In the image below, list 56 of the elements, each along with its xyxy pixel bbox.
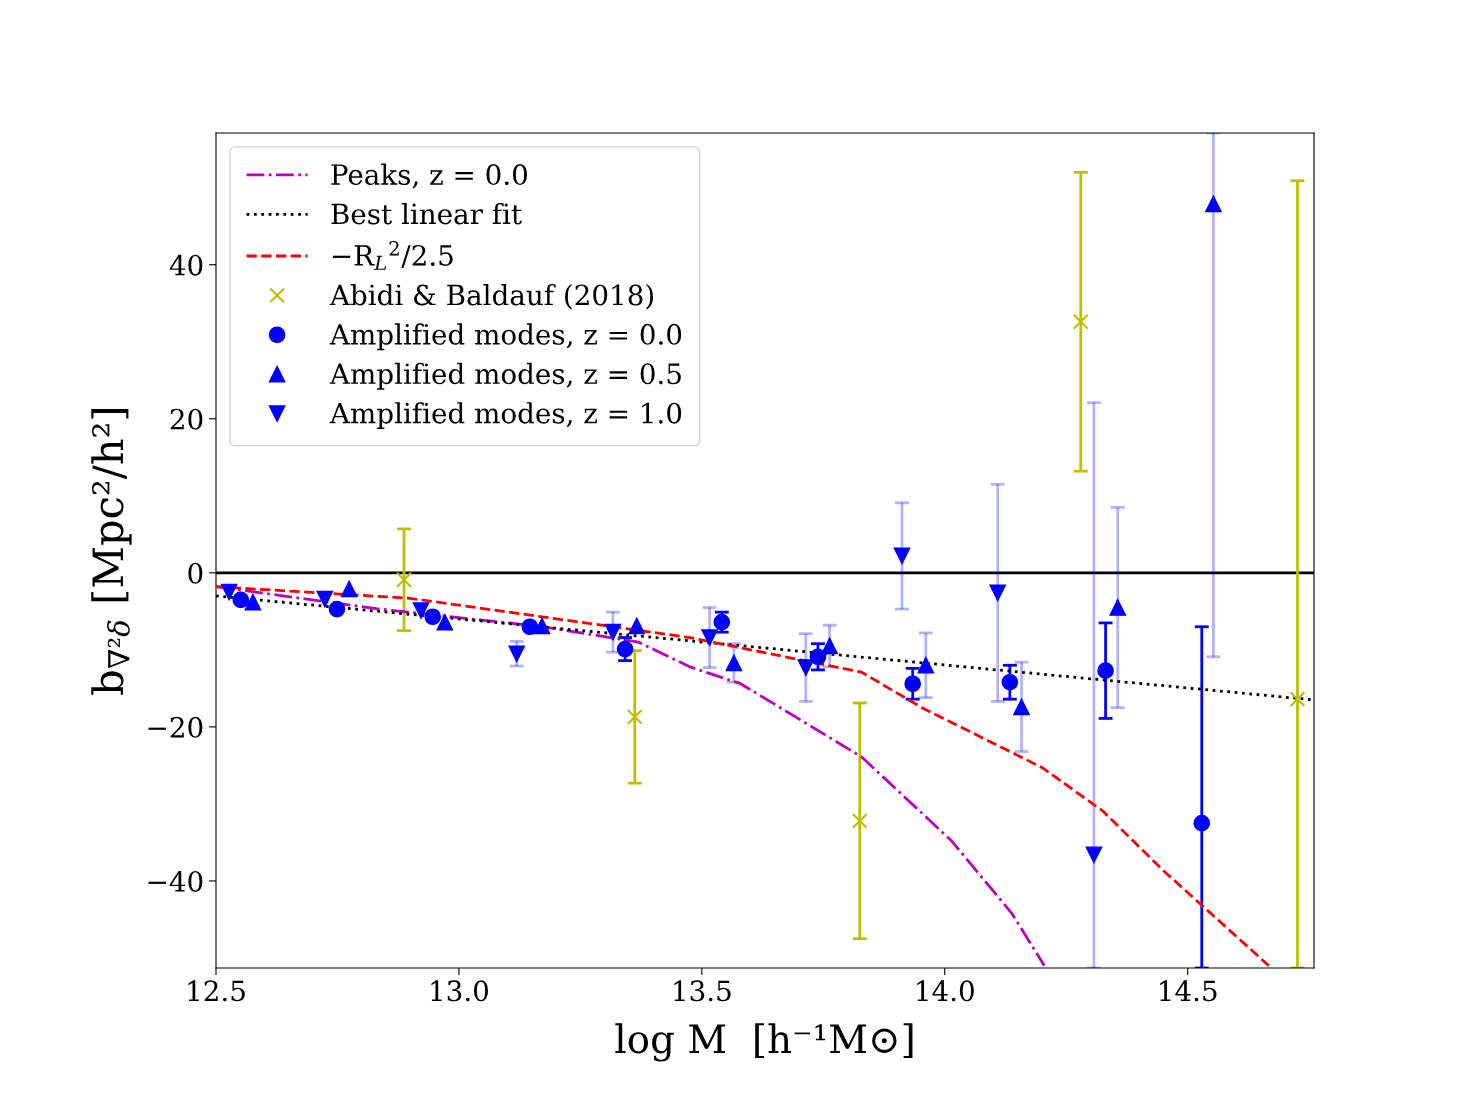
x-tick-label: 12.5 [188,980,245,1002]
y-axis-title: b$_{∇²δ}$ [Mpc²/h²] [91,409,132,695]
point [725,654,743,672]
point [1097,662,1114,680]
point [232,591,250,609]
legend-label: Amplified modes, z = 0.5 [329,362,681,390]
point [328,600,346,618]
legend-label: Peaks, z = 0.0 [331,163,527,189]
legend-label: −R$_{L}$$^{2}$/2.5 [332,240,453,270]
point [917,656,935,674]
y-tick-label: −20 [148,716,203,738]
point [340,580,358,598]
line-series [216,585,1046,968]
point [1205,195,1222,213]
point [436,613,454,631]
point [989,584,1007,602]
point [1289,691,1306,708]
point [220,583,238,601]
point [424,608,442,626]
y-tick-label: 20 [170,408,203,430]
point [628,617,646,635]
point [508,645,526,663]
point [604,623,622,641]
point [1085,846,1103,864]
legend-label: Amplified modes, z = 0.0 [329,323,682,351]
point [701,629,718,646]
line-series [216,585,1271,968]
legend-label: Amplified modes, z = 1.0 [329,402,682,430]
point [1193,814,1211,832]
point [521,618,539,636]
point [893,547,911,565]
x-tick-label: 14.5 [1160,980,1217,1002]
point [396,571,413,588]
point [626,708,643,725]
legend-label: Best linear fit [331,202,522,225]
point [851,812,868,829]
point [533,617,551,635]
point [797,659,815,676]
y-tick-label: 40 [169,254,203,276]
point [1001,673,1019,691]
point [821,637,838,655]
y-tick-label: −40 [148,870,203,892]
legend-label: Abidi & Baldauf (2018) [329,283,654,310]
x-tick-label: 13.0 [431,980,488,1002]
point [1072,313,1089,330]
x-tick-label: 13.5 [674,980,731,1002]
x-axis-title: log M [h⁻¹M⊙] [615,1023,913,1062]
point [244,593,262,611]
point [316,590,334,608]
x-tick-label: 14.0 [917,980,974,1002]
point [1109,599,1127,616]
point [904,675,922,693]
point [412,602,430,619]
y-tick-label: 0 [188,562,203,584]
point [1013,698,1030,716]
point [616,640,634,658]
